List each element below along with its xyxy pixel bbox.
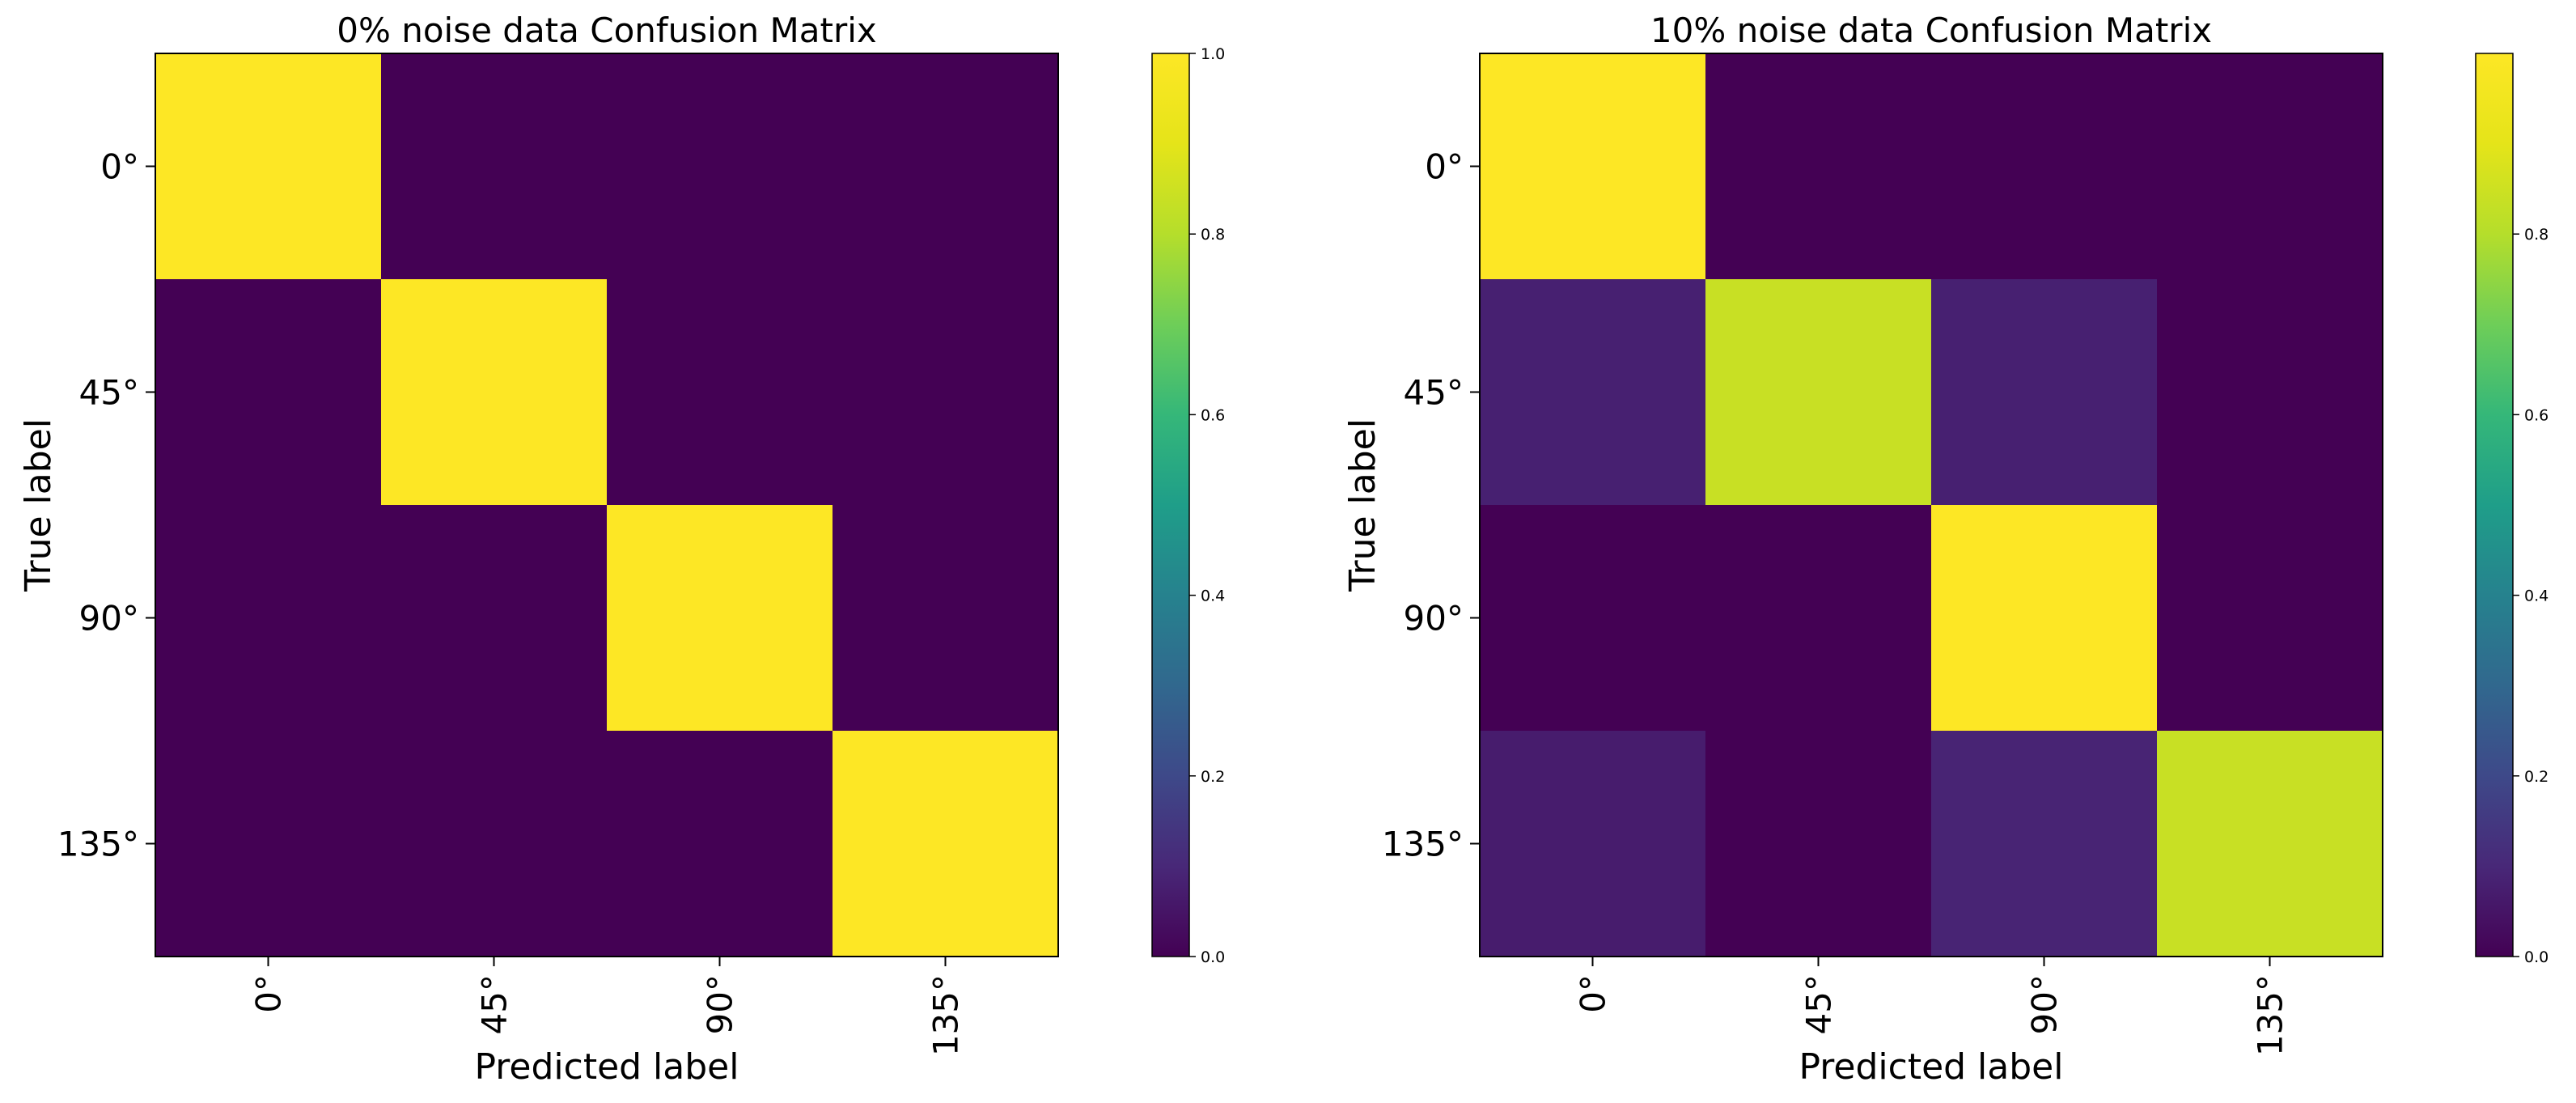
x-tick-label: 45° (475, 974, 515, 1034)
colorbar-tick-label: 0.4 (2524, 588, 2548, 605)
matrix-cell-r3-c0 (155, 731, 382, 957)
matrix-cell-r0-c2 (1931, 53, 2158, 280)
matrix-cell-r1-c2 (1931, 279, 2158, 506)
y-tick-label: 0° (100, 147, 139, 187)
chart-title: 10% noise data Confusion Matrix (1650, 11, 2212, 50)
y-tick-label: 45° (79, 373, 139, 413)
matrix-cell-r3-c3 (2157, 731, 2383, 957)
matrix-cell-r2-c0 (1480, 505, 1706, 732)
colorbar-tick-label: 1.0 (1201, 45, 1225, 63)
x-tick-label: 90° (2025, 974, 2065, 1034)
plot-frame (155, 53, 1059, 957)
matrix-cell-r3-c2 (607, 731, 833, 957)
matrix-cell-r1-c0 (155, 279, 382, 506)
colorbar-tick-label: 0.8 (2524, 226, 2548, 244)
matrix-panel-0-noise: 0% noise data Confusion Matrix 0° 45° 90° 13… (18, 11, 1225, 1088)
colorbar (1152, 53, 1189, 957)
y-tick-label: 90° (79, 599, 139, 638)
y-tick-label: 90° (1404, 599, 1464, 638)
matrix-cell-r3-c1 (1705, 731, 1932, 957)
matrix-cell-r0-c0 (1480, 53, 1706, 280)
colorbar-tick-label: 0.0 (1201, 948, 1225, 966)
x-tick-label: 90° (701, 974, 740, 1034)
matrix-cell-r1-c3 (833, 279, 1059, 506)
colorbar-tick-label: 0.0 (2524, 948, 2548, 966)
x-axis-label: Predicted label (1799, 1046, 2064, 1088)
matrix-cell-r2-c2 (607, 505, 833, 732)
matrix-cell-r1-c2 (607, 279, 833, 506)
matrix-cell-r2-c1 (381, 505, 608, 732)
matrix-cell-r0-c3 (833, 53, 1059, 280)
y-tick-label: 135° (1382, 825, 1464, 864)
x-axis-label: Predicted label (475, 1046, 739, 1088)
colorbar-tick-label: 0.8 (1201, 226, 1225, 244)
matrix-cell-r3-c3 (833, 731, 1059, 957)
colorbar-tick-label: 0.2 (2524, 768, 2548, 786)
y-tick-label: 0° (1425, 147, 1464, 187)
x-tick-label: 0° (249, 974, 289, 1013)
matrix-cell-r3-c2 (1931, 731, 2158, 957)
x-tick-label: 0° (1574, 974, 1613, 1013)
x-tick-label: 135° (2251, 974, 2290, 1056)
colorbar-frame (1151, 53, 1190, 957)
matrix-cell-r0-c3 (2157, 53, 2383, 280)
matrix-cell-r3-c1 (381, 731, 608, 957)
matrix-cell-r0-c0 (155, 53, 382, 280)
chart-title: 0% noise data Confusion Matrix (337, 11, 877, 50)
y-tick-label: 135° (57, 825, 139, 864)
matrix-cell-r2-c2 (1931, 505, 2158, 732)
colorbar-tick-label: 0.4 (1201, 588, 1225, 605)
colorbar-tick-label: 0.2 (1201, 768, 1225, 786)
y-axis-label: True label (18, 418, 59, 592)
y-axis-label: True label (1342, 418, 1383, 592)
matrix-cell-r3-c0 (1480, 731, 1706, 957)
matrix-panel-10-noise: 10% noise data Confusion Matrix 0° 45° 90° 1… (1342, 11, 2548, 1088)
colorbar-frame (2475, 53, 2514, 957)
matrix-cell-r2-c3 (2157, 505, 2383, 732)
colorbar-tick-label: 0.6 (1201, 406, 1225, 424)
colorbar-tick-label: 0.6 (2524, 406, 2548, 424)
plot-frame (1479, 53, 2383, 957)
x-tick-label: 45° (1799, 974, 1839, 1034)
matrix-cell-r1-c1 (381, 279, 608, 506)
matrix-cell-r0-c1 (1705, 53, 1932, 280)
colorbar (2476, 53, 2513, 957)
matrix-cell-r2-c3 (833, 505, 1059, 732)
matrix-cell-r0-c2 (607, 53, 833, 280)
matrix-cell-r2-c1 (1705, 505, 1932, 732)
matrix-cell-r1-c3 (2157, 279, 2383, 506)
y-tick-label: 45° (1404, 373, 1464, 413)
matrix-cell-r2-c0 (155, 505, 382, 732)
matrix-cell-r1-c0 (1480, 279, 1706, 506)
matrix-cell-r1-c1 (1705, 279, 1932, 506)
matrix-cell-r0-c1 (381, 53, 608, 280)
x-tick-label: 135° (926, 974, 966, 1056)
